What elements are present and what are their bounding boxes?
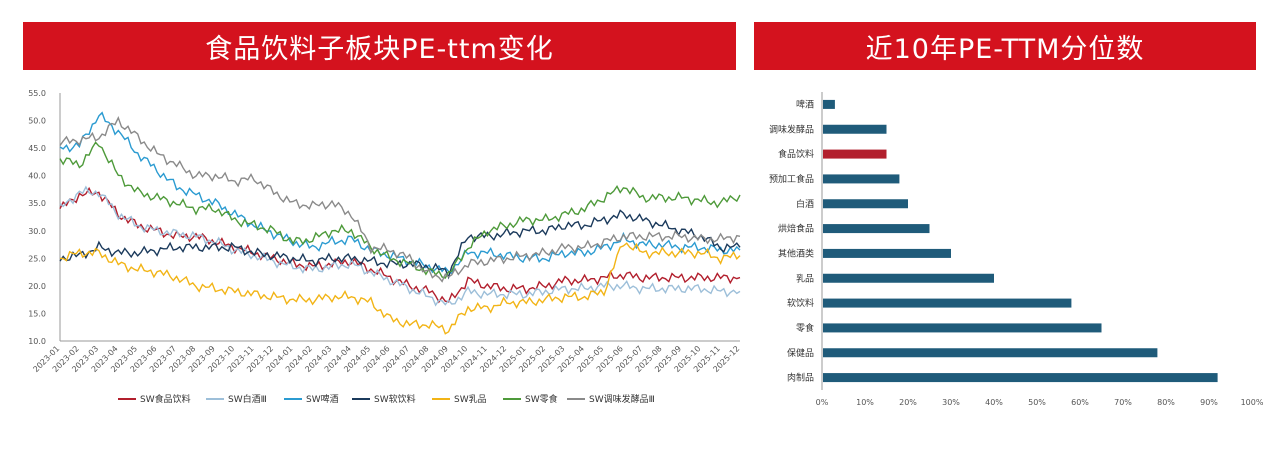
x-tick-label: 70% [1114,398,1132,407]
legend-label: SW软饮料 [374,393,416,405]
series-line [59,115,741,283]
category-label: 保健品 [787,347,814,359]
x-tick-label: 80% [1157,398,1175,407]
bar [823,149,887,159]
series-line [59,185,741,307]
series-line [59,111,741,275]
category-label: 白酒 [796,198,814,210]
y-tick-label: 25.0 [28,254,46,263]
left-chart-title: 食品饮料子板块PE-ttm变化 [205,33,554,65]
category-label: 食品饮料 [778,148,814,160]
legend-label: SW零食 [525,393,558,405]
y-tick-label: 45.0 [28,144,46,153]
x-tick-label: 60% [1071,398,1089,407]
bar [823,224,930,234]
category-label: 预加工食品 [769,173,814,185]
category-label: 其他酒类 [778,247,814,259]
category-label: 软饮料 [787,297,814,309]
x-tick-label: 0% [816,398,829,407]
bar [823,348,1158,358]
y-tick-label: 40.0 [28,172,46,181]
bar [823,99,835,109]
x-tick-label: 100% [1241,398,1264,407]
x-tick-label: 30% [942,398,960,407]
x-tick-label: 90% [1200,398,1218,407]
series-line [59,209,741,280]
category-label: 零食 [796,322,814,334]
right-chart-title-banner: 近10年PE-TTM分位数 [754,22,1256,70]
x-tick-label: 10% [856,398,874,407]
category-label: 肉制品 [787,372,814,384]
bar [823,298,1072,308]
legend-label: SW白酒Ⅲ [228,393,267,405]
bar [823,174,900,184]
category-label: 乳品 [796,272,814,284]
bar [823,124,887,134]
category-label: 烘焙食品 [778,223,814,235]
pe-ttm-line-chart: 55.0 50.0 45.0 40.0 35.0 30.0 25.0 20.0 15.0 10.0… [28,89,741,405]
series-line [59,141,741,279]
right-chart-title: 近10年PE-TTM分位数 [865,33,1145,65]
x-tick-label: 20% [899,398,917,407]
x-tick-label: 50% [1028,398,1046,407]
category-label: 啤酒 [796,98,814,110]
left-chart-title-banner: 食品饮料子板块PE-ttm变化 [23,22,736,70]
y-tick-label: 20.0 [28,282,46,291]
x-tick-label: 40% [985,398,1003,407]
bar [823,323,1102,333]
y-tick-label: 55.0 [28,89,46,98]
y-tick-label: 35.0 [28,199,46,208]
bar [823,273,994,283]
bar [823,373,1218,383]
bar [823,248,951,258]
legend-label: SW食品饮料 [140,393,191,405]
legend-label: SW调味发酵品Ⅲ [589,393,655,405]
category-label: 调味发酵品 [769,123,814,135]
y-tick-label: 50.0 [28,117,46,126]
series-line [59,242,741,335]
legend-label: SW啤酒 [306,393,339,405]
y-tick-label: 30.0 [28,227,46,236]
bar [823,199,908,209]
y-tick-label: 15.0 [28,309,46,318]
y-tick-label: 10.0 [28,337,46,346]
legend-label: SW乳品 [454,393,487,405]
series-line [59,186,741,304]
